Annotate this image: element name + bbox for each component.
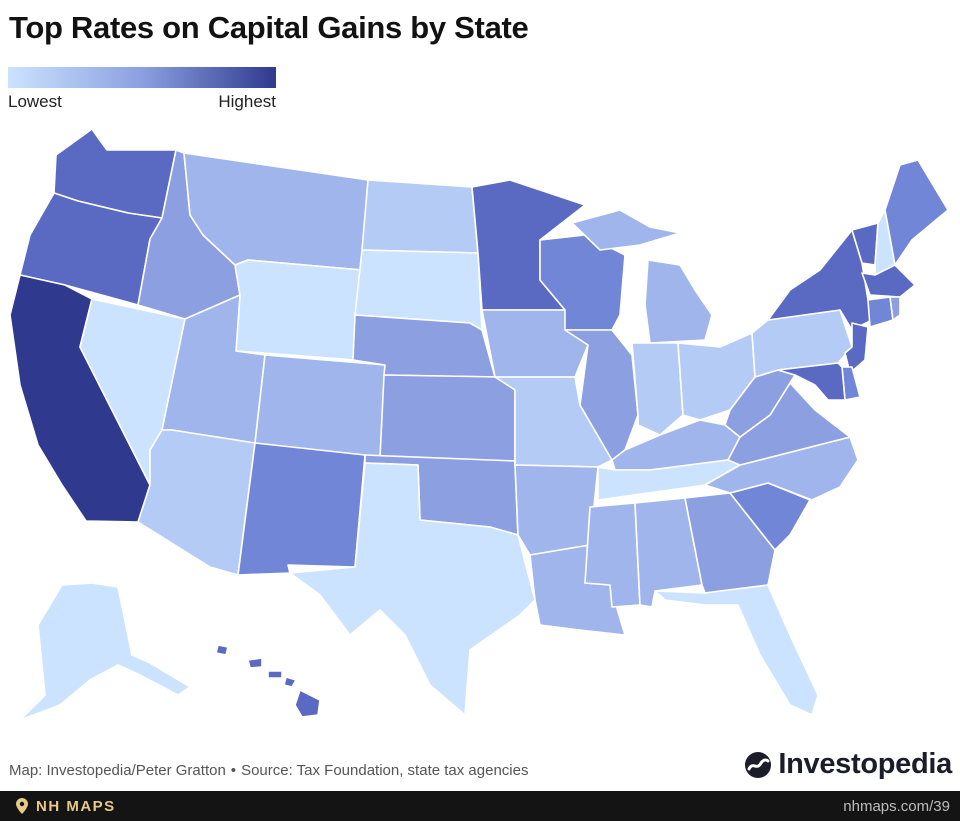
state-tx[interactable] bbox=[289, 462, 536, 716]
legend-labels: Lowest Highest bbox=[8, 92, 276, 112]
us-choropleth-map bbox=[0, 115, 960, 755]
legend-low-label: Lowest bbox=[8, 92, 62, 111]
map-credit: Map: Investopedia/Peter Gratton bbox=[9, 762, 226, 779]
brand-name: Investopedia bbox=[778, 748, 952, 780]
state-hi[interactable] bbox=[215, 644, 321, 718]
state-co[interactable] bbox=[254, 354, 386, 459]
state-ar[interactable] bbox=[514, 464, 599, 556]
state-md[interactable] bbox=[777, 362, 846, 401]
state-ri[interactable] bbox=[889, 296, 901, 321]
state-ks[interactable] bbox=[379, 374, 516, 462]
legend-gradient-bar bbox=[8, 67, 276, 88]
state-az[interactable] bbox=[137, 429, 256, 576]
state-ct[interactable] bbox=[867, 296, 894, 328]
state-ia[interactable] bbox=[481, 309, 589, 378]
investopedia-brand: Investopedia bbox=[744, 748, 952, 781]
state-fl[interactable] bbox=[654, 584, 819, 716]
footer-branding: NH MAPS bbox=[16, 798, 116, 815]
state-in[interactable] bbox=[631, 342, 684, 436]
footer-brand: NH MAPS bbox=[36, 797, 116, 815]
source-credit: Source: Tax Foundation, state tax agenci… bbox=[241, 762, 529, 779]
state-me[interactable] bbox=[884, 159, 949, 266]
map-pin-icon bbox=[16, 798, 28, 814]
footer-url[interactable]: nhmaps.com/39 bbox=[843, 797, 950, 815]
state-mo[interactable] bbox=[494, 376, 613, 468]
state-mi[interactable] bbox=[571, 209, 713, 344]
legend-high-label: Highest bbox=[218, 92, 276, 111]
footer-bar: NH MAPS nhmaps.com/39 bbox=[0, 791, 960, 821]
map-title: Top Rates on Capital Gains by State bbox=[9, 10, 529, 45]
state-nd[interactable] bbox=[361, 179, 479, 254]
state-wy[interactable] bbox=[234, 259, 363, 361]
investopedia-logo-icon bbox=[745, 751, 772, 778]
state-nm[interactable] bbox=[237, 442, 366, 576]
state-ma[interactable] bbox=[861, 264, 916, 298]
color-legend: Lowest Highest bbox=[8, 67, 276, 112]
state-ak[interactable] bbox=[19, 582, 191, 721]
credit-separator: • bbox=[230, 762, 237, 779]
us-map-svg bbox=[9, 128, 949, 721]
credits-line: Map: Investopedia/Peter Gratton • Source: … bbox=[9, 762, 528, 779]
state-ca[interactable] bbox=[9, 274, 151, 523]
